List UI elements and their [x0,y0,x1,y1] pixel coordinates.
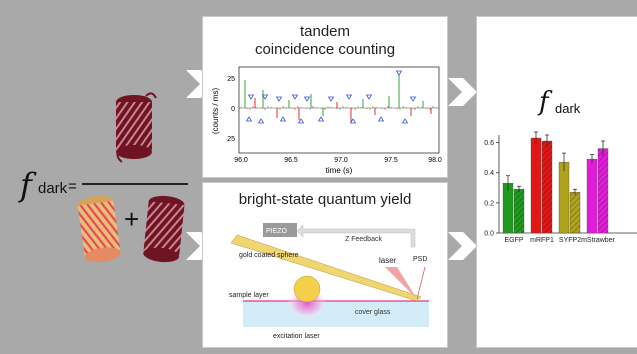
trace-marker-down [291,94,299,100]
trace-marker-up [297,118,305,124]
x-tick-98-0: 98.0 [428,157,442,164]
sphere-label: gold coated sphere [239,252,299,259]
y-tick-25-top: 25 [227,76,235,83]
trace-spikes [240,75,437,122]
x-tick-96-5: 96.5 [284,157,298,164]
protein-barrel-numerator [116,92,157,163]
cover-glass-label: cover glass [355,309,391,316]
gold-sphere [293,275,321,303]
psd-label: PSD [413,256,427,263]
sample-layer-label: sample layer [229,292,269,299]
protein-barrel-bright [77,195,121,263]
trace-marker-up [317,116,325,122]
cantilever [230,234,422,302]
x-tick-label: EGFP [504,237,523,244]
y-tick-label: 0.6 [484,140,494,147]
x-tick-label: mRFP1 [530,237,554,244]
cover-glass [243,301,429,327]
bar-hatch-overlay [570,192,580,233]
y-tick-label: 0.0 [484,231,494,238]
trace-marker-down [365,94,373,100]
coincidence-panel: tandem coincidence counting 25 0 25 (cou… [202,16,448,178]
z-feedback-arrow [296,224,416,248]
coincidence-title-line1: tandem [299,23,351,40]
formula-equals: = [68,178,77,195]
formula-f-symbol: f [20,166,32,204]
quantum-yield-title: bright-state quantum yield [238,191,412,208]
y-tick-0: 0 [231,106,235,113]
trace-marker-down [261,94,269,100]
protein-barrel-dark [143,195,185,263]
trace-marker-down [247,94,255,100]
trace-xlabel: time (s) [326,166,353,175]
chevron-right-bottom [448,232,477,260]
bar-mstrawberry-solid [586,158,598,234]
trace-marker-up [257,118,265,124]
trace-marker-up [279,116,287,122]
bar-mrfp1-solid [530,137,542,234]
trace-ylabel: (counts / ms) [211,88,220,135]
afm-setup-diagram: PIEZO Z Feedback laser PSD gold coated s… [229,223,429,340]
bar-hatch-overlay [542,141,552,233]
y-tick-label: 0.4 [484,170,494,177]
x-tick-label: mStrawber [581,237,616,244]
bar-hatch-overlay [514,189,524,233]
x-tick-group: EGFP mRFP1 SYFP2 mStrawber [504,237,615,244]
bar-hatch-overlay [598,148,608,233]
trace-marker-down [327,96,335,102]
formula-subscript: dark [38,180,68,197]
formula-plus: + [124,204,140,234]
bar-group [502,131,609,234]
trace-marker-up [377,116,385,122]
laser-label: laser [379,256,397,265]
y-tick-group: 0.0 0.2 0.4 0.6 [484,140,499,238]
x-tick-97-5: 97.5 [384,157,398,164]
fraction-bar [82,183,188,185]
piezo-block [263,223,297,237]
chart-f-symbol: f [539,87,549,117]
chevron-right-top [448,78,477,106]
trace-marker-down [395,70,403,76]
trace-marker-down [409,96,417,102]
quantum-yield-panel: bright-state quantum yield PIEZO Z Feedb… [202,182,448,348]
z-feedback-label: Z Feedback [345,236,382,243]
trace-marker-down [345,94,353,100]
x-tick-label: SYFP2 [559,237,581,244]
y-tick-25-bottom: 25 [227,136,235,143]
y-tick-label: 0.2 [484,200,494,207]
coincidence-title-line2: coincidence counting [254,41,396,58]
x-tick-97-0: 97.0 [334,157,348,164]
excitation-label: excitation laser [273,333,320,340]
chart-f-subscript: dark [555,101,581,116]
fdark-bar-chart: 0.0 0.2 0.4 0.6 EGFP mRFP1 SYFP2 mStrawber [484,131,637,244]
trace-marker-down [303,96,311,102]
trace-frame [238,66,440,154]
laser-beam [385,267,417,299]
piezo-label: PIEZO [266,228,288,235]
trace-marker-up [349,118,357,124]
trace-marker-down [275,96,283,102]
bar-syfp2-solid [558,161,570,234]
fdark-chart-panel: f dark 0.0 0.2 0.4 0.6 EGFP mRFP1 SYFP2 mStraw… [476,16,637,348]
x-tick-96-0: 96.0 [234,157,248,164]
coincidence-trace-plot: 25 0 25 (counts / ms) 96.0 96.5 97.0 97.… [211,66,442,175]
psd-beam [416,266,426,300]
trace-marker-up [245,116,253,122]
trace-markers [245,70,417,124]
trace-marker-up [401,118,409,124]
